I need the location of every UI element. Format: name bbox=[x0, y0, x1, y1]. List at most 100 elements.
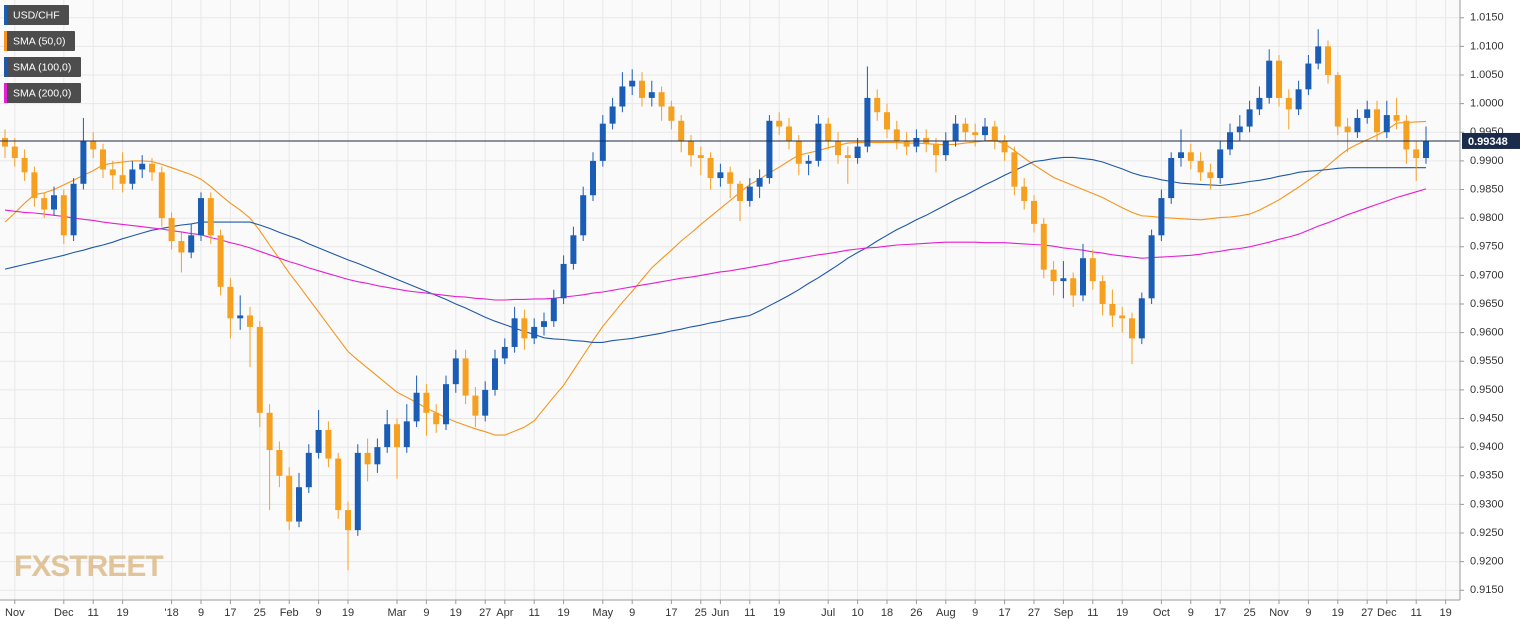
legend-box bbox=[4, 31, 75, 51]
y-tick-label: 0.9150 bbox=[1470, 584, 1504, 596]
x-tick-label: 9 bbox=[1305, 607, 1311, 619]
candle-body bbox=[1423, 140, 1429, 159]
candle-body bbox=[1168, 158, 1175, 199]
candle-body bbox=[31, 172, 38, 199]
candle-body bbox=[178, 241, 185, 253]
x-tick-label: 9 bbox=[423, 607, 429, 619]
candle-body bbox=[70, 183, 77, 236]
candle-body bbox=[492, 358, 498, 390]
candle-body bbox=[296, 487, 302, 522]
candle-body bbox=[227, 286, 234, 319]
candle-body bbox=[1295, 89, 1302, 110]
candle-body bbox=[1138, 298, 1145, 339]
y-tick-label: 1.0000 bbox=[1470, 98, 1504, 110]
y-tick-label: 0.9750 bbox=[1470, 241, 1504, 253]
axes: 0.9150 0.9200 0.9250 0.9300 0.9350 0.9400 0.94… bbox=[5, 12, 1520, 619]
legend-swatch bbox=[4, 83, 7, 103]
candle-body bbox=[1413, 149, 1420, 159]
legend: USD/CHF SMA (50,0) SMA (100,0) SMA (200,0) bbox=[4, 5, 81, 103]
legend-box bbox=[4, 5, 69, 25]
candle-body bbox=[217, 235, 224, 287]
candle-body bbox=[1285, 97, 1292, 110]
y-tick-label: 0.9900 bbox=[1470, 155, 1504, 167]
x-tick-label: 9 bbox=[198, 607, 204, 619]
x-tick-label: 19 bbox=[450, 607, 462, 619]
candle-body bbox=[541, 321, 547, 327]
sma-line bbox=[4, 188, 1427, 301]
x-tick-label: 11 bbox=[528, 607, 539, 619]
candle-body bbox=[668, 106, 675, 121]
candle-body bbox=[619, 86, 626, 107]
candle-body bbox=[2, 137, 8, 147]
x-tick-label: 9 bbox=[316, 607, 322, 619]
candle-body bbox=[531, 326, 538, 339]
candle-body bbox=[746, 186, 753, 201]
candle-body bbox=[158, 172, 165, 219]
candle-body bbox=[1080, 258, 1086, 296]
x-tick-label: 9 bbox=[972, 607, 978, 619]
candle-body bbox=[1315, 46, 1322, 64]
y-tick-label: 1.0150 bbox=[1470, 12, 1504, 24]
candle-body bbox=[1217, 149, 1224, 179]
x-tick-label: 11 bbox=[1410, 607, 1421, 619]
x-tick-label: Oct bbox=[1153, 607, 1170, 619]
sma-line bbox=[4, 120, 1427, 436]
candle-body bbox=[198, 198, 204, 236]
candle-body bbox=[1266, 60, 1273, 98]
grid bbox=[0, 0, 1460, 600]
plot-area bbox=[0, 0, 1460, 600]
candle-body bbox=[1236, 126, 1243, 133]
candle-body bbox=[11, 146, 18, 159]
x-tick-label: 17 bbox=[665, 607, 677, 619]
y-tick-label: 0.9650 bbox=[1470, 298, 1504, 310]
y-tick-label: 0.9600 bbox=[1470, 327, 1504, 339]
x-tick-label: 25 bbox=[254, 607, 266, 619]
candle-body bbox=[952, 123, 959, 141]
y-tick-label: 0.9550 bbox=[1470, 355, 1504, 367]
candle-body bbox=[786, 126, 792, 141]
candle-body bbox=[893, 129, 900, 141]
y-tick-label: 0.9250 bbox=[1470, 527, 1504, 539]
candle-body bbox=[766, 120, 773, 179]
candle-body bbox=[374, 447, 381, 465]
x-tick-label: 9 bbox=[1188, 607, 1194, 619]
x-tick-label: 19 bbox=[342, 607, 354, 619]
candle-body bbox=[1070, 278, 1077, 296]
legend-label: SMA (100,0) bbox=[13, 61, 71, 73]
candle-body bbox=[1060, 278, 1067, 282]
legend-swatch bbox=[4, 57, 7, 77]
y-tick-label: 0.9500 bbox=[1470, 384, 1504, 396]
x-tick-label: 17 bbox=[1214, 607, 1226, 619]
candle-body bbox=[991, 126, 998, 141]
candle-body bbox=[1050, 269, 1057, 282]
candle-body bbox=[325, 429, 332, 459]
x-tick-label: 25 bbox=[1243, 607, 1255, 619]
candle-body bbox=[1158, 198, 1165, 236]
candle-body bbox=[658, 92, 665, 107]
candle-body bbox=[403, 421, 410, 448]
candle-body bbox=[443, 384, 449, 425]
candle-body bbox=[1178, 152, 1184, 159]
candle-body bbox=[590, 160, 596, 196]
x-tick-label: 27 bbox=[479, 607, 491, 619]
x-tick-label: '18 bbox=[164, 607, 178, 619]
x-tick-label: 19 bbox=[1332, 607, 1344, 619]
candle-body bbox=[707, 158, 714, 179]
marks bbox=[0, 29, 1460, 571]
candle-body bbox=[364, 452, 371, 465]
candle-body bbox=[815, 123, 822, 161]
candle-body bbox=[1256, 97, 1263, 110]
y-tick-label: 0.9700 bbox=[1470, 269, 1504, 281]
candle-body bbox=[335, 458, 342, 511]
candle-body bbox=[864, 97, 871, 147]
candle-body bbox=[1089, 258, 1096, 282]
candle-body bbox=[570, 235, 577, 264]
candle-body bbox=[1099, 281, 1106, 305]
candle-body bbox=[678, 120, 685, 141]
x-tick-label: Nov bbox=[5, 607, 25, 619]
candle-body bbox=[1354, 117, 1361, 133]
x-tick-label: 27 bbox=[1028, 607, 1040, 619]
x-tick-label: 19 bbox=[1439, 607, 1451, 619]
candle-body bbox=[256, 326, 263, 413]
candle-body bbox=[854, 146, 861, 159]
